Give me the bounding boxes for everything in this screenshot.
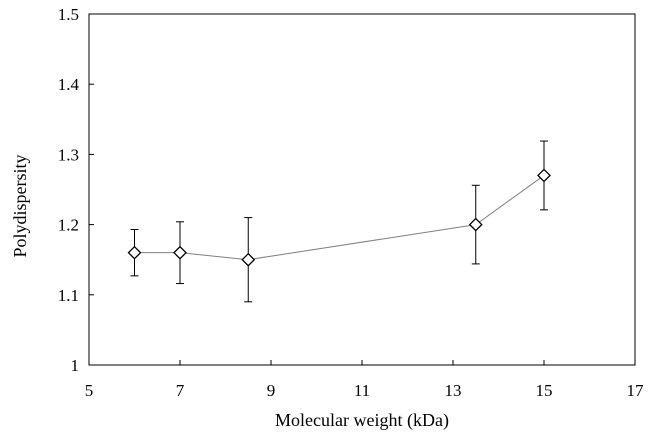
x-tick-label: 7 bbox=[176, 381, 185, 400]
error-bars bbox=[130, 140, 548, 303]
data-point bbox=[537, 168, 551, 183]
data-points bbox=[127, 168, 551, 267]
x-tick-label: 15 bbox=[536, 381, 553, 400]
y-tick-label: 1.2 bbox=[58, 216, 79, 235]
y-tick-label: 1.3 bbox=[58, 145, 79, 164]
x-axis-ticks: 5 7 9 11 13 15 17 bbox=[85, 360, 644, 400]
x-tick-label: 5 bbox=[85, 381, 94, 400]
series-line-group bbox=[134, 175, 545, 261]
plot-area bbox=[88, 13, 636, 366]
series-line bbox=[134, 175, 545, 261]
y-tick-label: 1.1 bbox=[58, 286, 79, 305]
x-tick-label: 9 bbox=[267, 381, 276, 400]
data-point bbox=[173, 245, 187, 260]
x-tick-label: 11 bbox=[354, 381, 370, 400]
y-tick-label: 1.5 bbox=[58, 5, 79, 24]
data-point bbox=[468, 217, 483, 232]
data-point bbox=[241, 252, 256, 267]
y-tick-label: 1.4 bbox=[58, 75, 80, 94]
y-tick-label: 1 bbox=[71, 356, 80, 375]
x-axis-title: Molecular weight (kDa) bbox=[275, 410, 449, 431]
y-axis-ticks: 1 1.1 1.2 1.3 1.4 1.5 bbox=[58, 5, 94, 375]
x-tick-label: 17 bbox=[627, 381, 645, 400]
y-axis-title: Polydispersity bbox=[10, 154, 30, 257]
data-point bbox=[127, 245, 142, 260]
x-tick-label: 13 bbox=[445, 381, 462, 400]
